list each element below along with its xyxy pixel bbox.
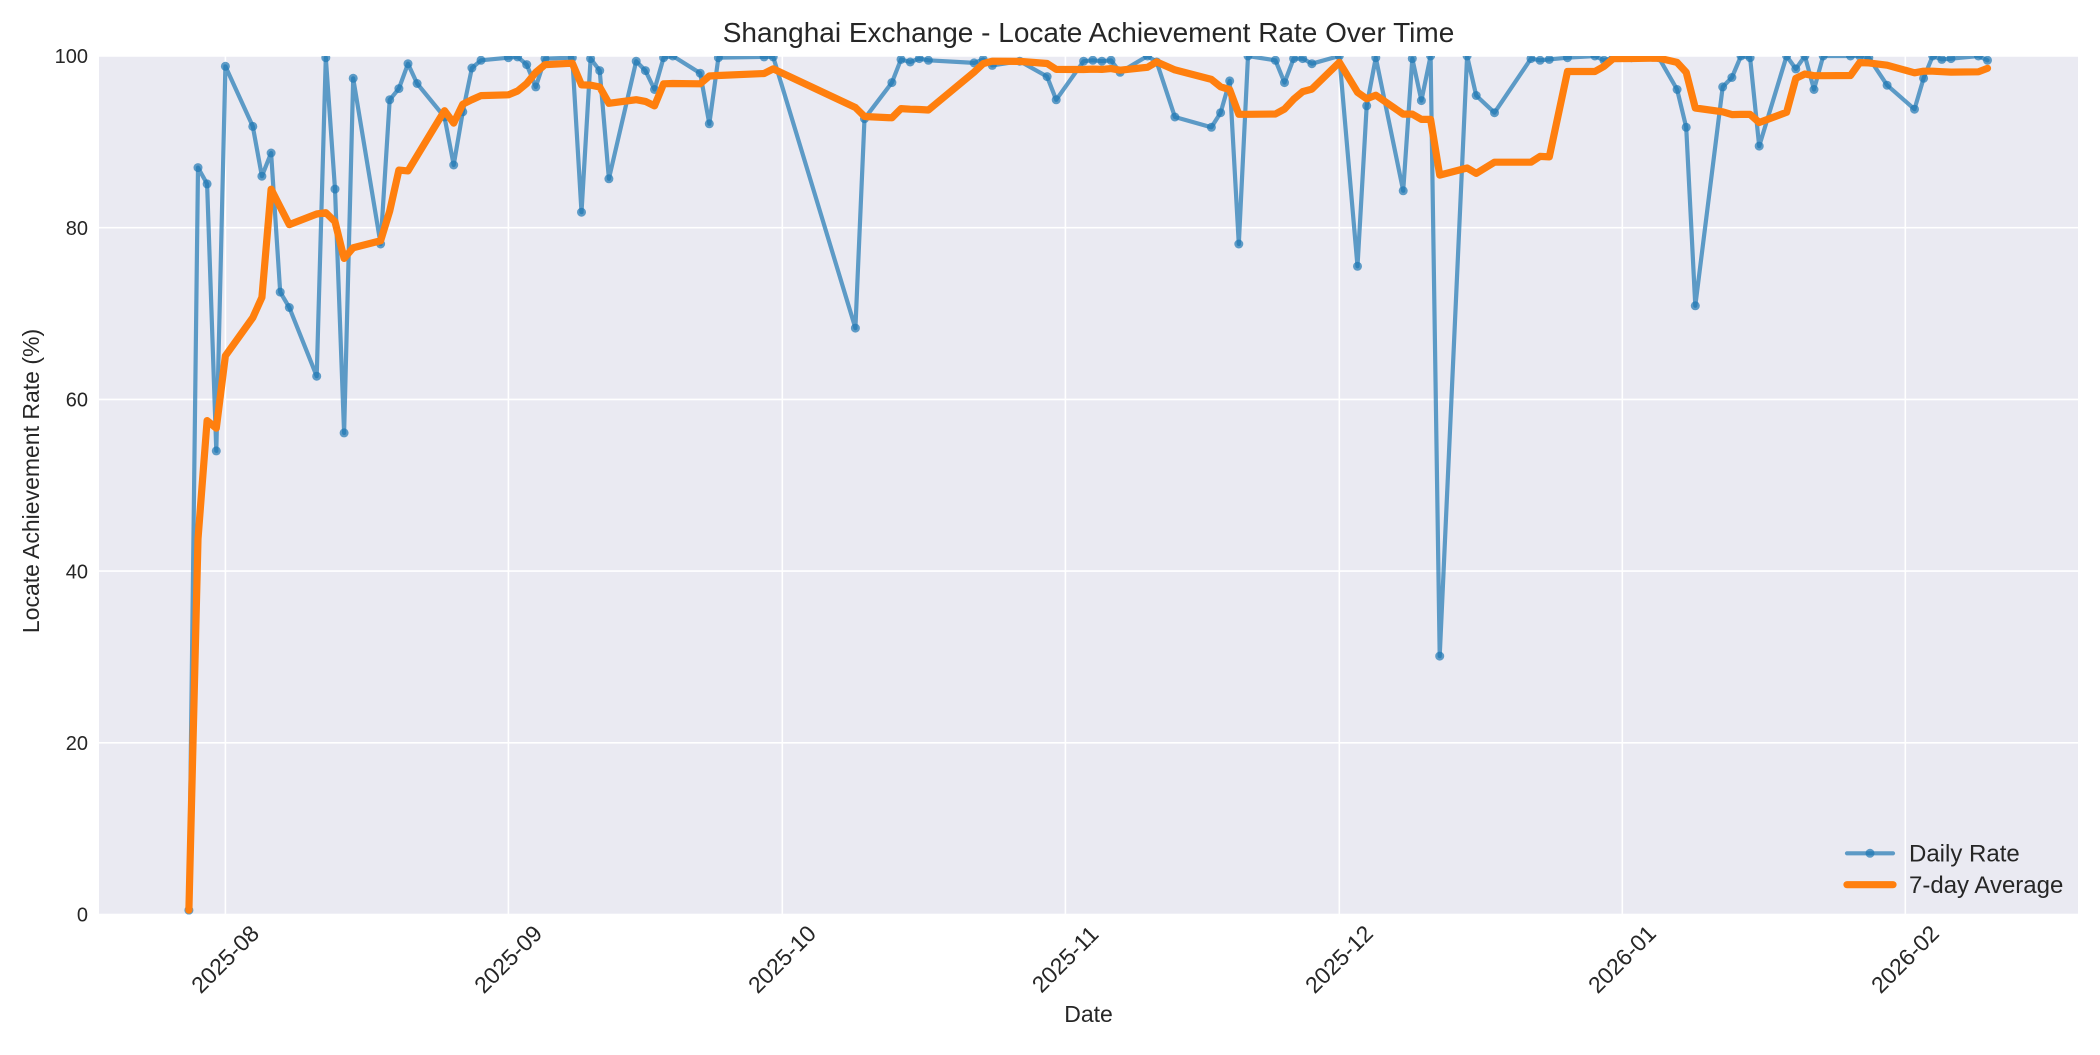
svg-text:20: 20 xyxy=(66,733,88,755)
svg-text:40: 40 xyxy=(66,561,88,583)
svg-text:Daily Rate: Daily Rate xyxy=(1909,841,2020,868)
svg-text:80: 80 xyxy=(66,218,88,240)
svg-text:Locate Achievement Rate (%): Locate Achievement Rate (%) xyxy=(18,329,44,633)
svg-text:7-day Average: 7-day Average xyxy=(1909,872,2063,899)
svg-text:Shanghai Exchange - Locate Ach: Shanghai Exchange - Locate Achievement R… xyxy=(723,17,1455,48)
svg-text:60: 60 xyxy=(66,390,88,412)
svg-text:100: 100 xyxy=(55,46,88,68)
svg-text:0: 0 xyxy=(77,905,88,927)
svg-text:Date: Date xyxy=(1064,1001,1113,1027)
